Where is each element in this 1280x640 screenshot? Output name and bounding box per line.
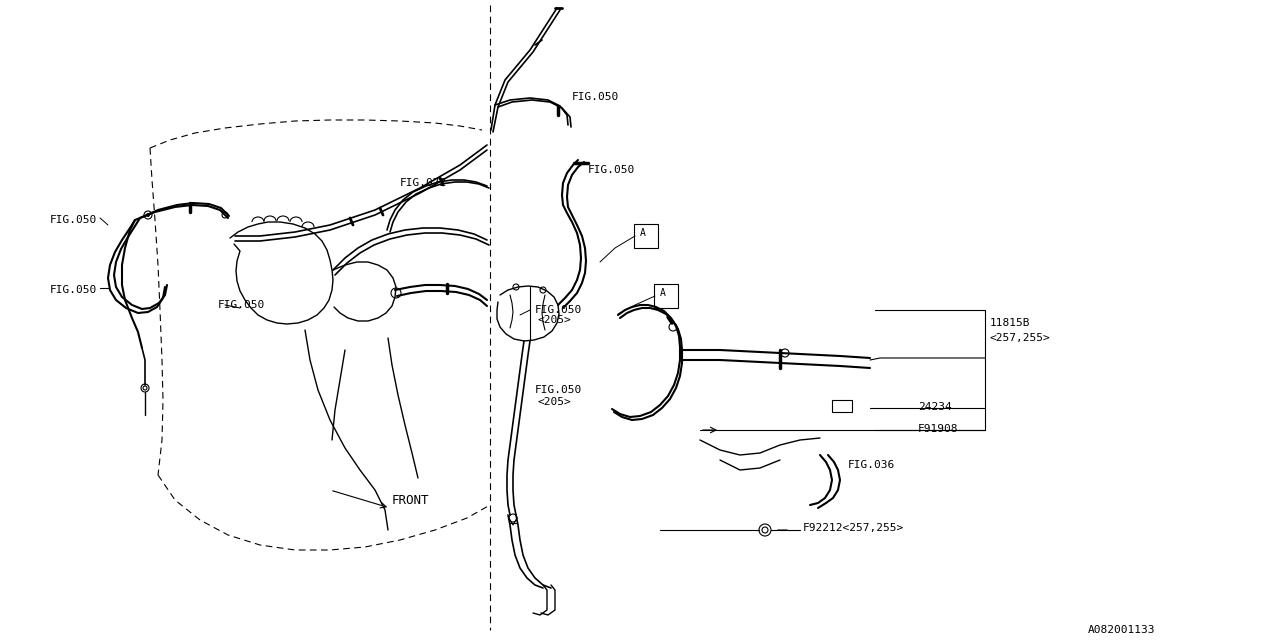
- Text: 24234: 24234: [918, 402, 952, 412]
- Text: A: A: [660, 288, 666, 298]
- Text: <205>: <205>: [538, 397, 571, 407]
- Text: F92212<257,255>: F92212<257,255>: [803, 523, 904, 533]
- Text: FIG.050: FIG.050: [588, 165, 635, 175]
- FancyBboxPatch shape: [634, 224, 658, 248]
- Text: FIG.036: FIG.036: [849, 460, 895, 470]
- Text: FIG.050: FIG.050: [50, 215, 97, 225]
- FancyBboxPatch shape: [832, 400, 852, 412]
- Text: F91908: F91908: [918, 424, 959, 434]
- Text: <257,255>: <257,255>: [989, 333, 1051, 343]
- Text: FIG.050: FIG.050: [50, 285, 97, 295]
- Text: FIG.050: FIG.050: [535, 385, 582, 395]
- Text: FIG.050: FIG.050: [218, 300, 265, 310]
- Text: A082001133: A082001133: [1088, 625, 1155, 635]
- Text: FIG.050: FIG.050: [572, 92, 620, 102]
- Text: A: A: [640, 228, 646, 238]
- Text: FIG.050: FIG.050: [535, 305, 582, 315]
- Text: <205>: <205>: [538, 315, 571, 325]
- Circle shape: [146, 213, 150, 217]
- Text: FRONT: FRONT: [392, 493, 430, 506]
- Text: FIG.072: FIG.072: [399, 178, 447, 188]
- Text: 11815B: 11815B: [989, 318, 1030, 328]
- FancyBboxPatch shape: [654, 284, 678, 308]
